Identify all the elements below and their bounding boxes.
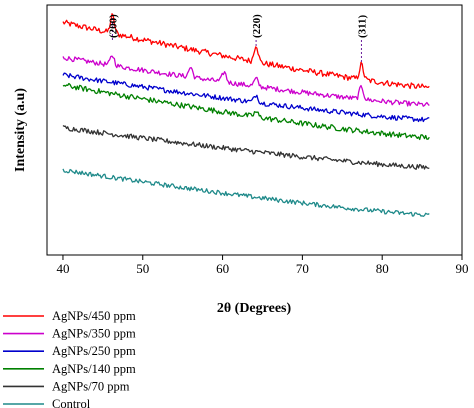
x-tick-label: 50 bbox=[136, 261, 149, 276]
series-line bbox=[62, 55, 430, 107]
series-layer bbox=[62, 13, 430, 217]
x-tick-label: 60 bbox=[216, 261, 229, 276]
legend: AgNPs/450 ppm AgNPs/350 ppm AgNPs/250 ppm A… bbox=[3, 309, 136, 408]
x-tick-label: 80 bbox=[376, 261, 389, 276]
x-axis-ticks: 40 50 60 70 80 90 bbox=[56, 255, 469, 276]
x-axis-label: 2θ (Degrees) bbox=[217, 301, 292, 316]
x-tick-label: 40 bbox=[56, 261, 69, 276]
series-line bbox=[62, 82, 430, 141]
x-tick-label: 90 bbox=[456, 261, 469, 276]
legend-label: AgNPs/350 ppm bbox=[52, 327, 136, 341]
legend-label: AgNPs/250 ppm bbox=[52, 344, 136, 358]
series-line bbox=[62, 124, 430, 170]
peak-annotations: (200) (220) (311) bbox=[107, 14, 368, 65]
series-line bbox=[62, 168, 430, 217]
x-tick-label: 70 bbox=[296, 261, 309, 276]
series-line bbox=[62, 13, 430, 90]
peak-label: (220) bbox=[251, 14, 263, 38]
series-line bbox=[62, 72, 430, 123]
y-axis-label: Intensity (a.u) bbox=[13, 88, 28, 172]
legend-label: AgNPs/70 ppm bbox=[52, 379, 130, 393]
peak-label: (311) bbox=[356, 14, 368, 38]
plot-frame bbox=[46, 4, 463, 256]
legend-label: AgNPs/140 ppm bbox=[52, 362, 136, 376]
legend-label: AgNPs/450 ppm bbox=[52, 309, 136, 323]
legend-label: Control bbox=[52, 397, 91, 408]
peak-label: (200) bbox=[107, 14, 119, 38]
